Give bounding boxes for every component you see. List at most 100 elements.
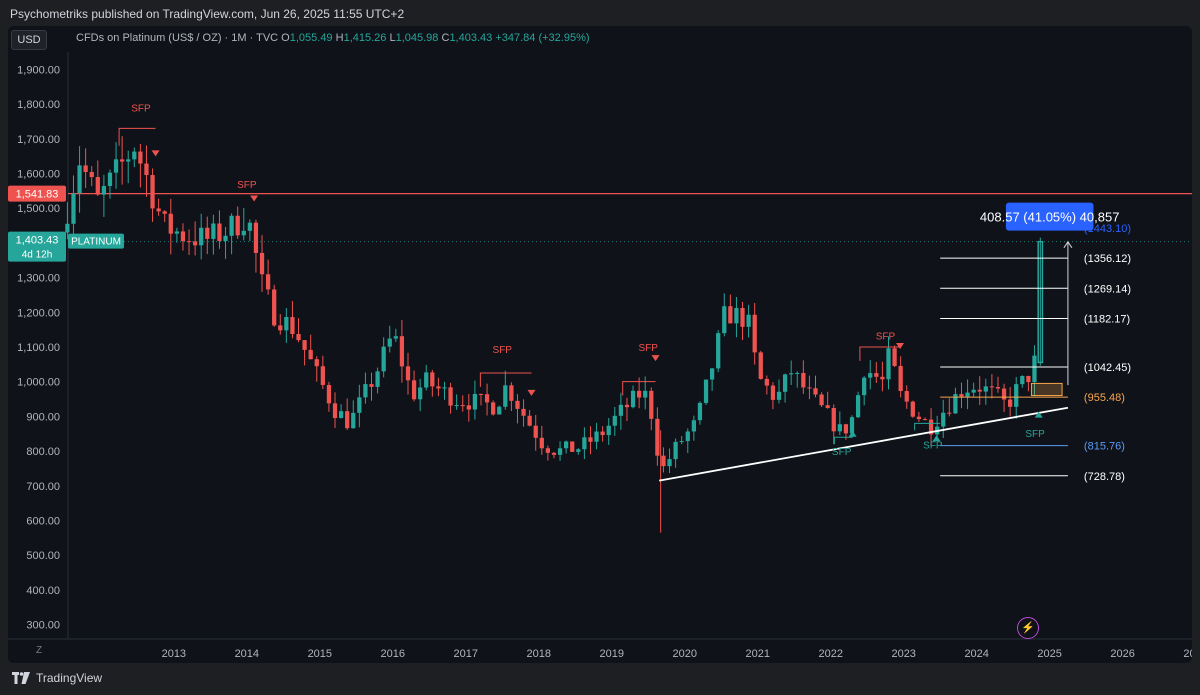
candle-body	[776, 391, 782, 400]
candle-body	[904, 391, 909, 402]
lightning-icon[interactable]: ⚡	[1017, 617, 1039, 639]
legend-close: 1,403.43	[449, 32, 493, 44]
candle-body	[454, 405, 459, 407]
measure-box	[1005, 202, 1094, 231]
candle-body	[411, 380, 417, 400]
legend-close-label: C	[441, 32, 450, 44]
sfp-marker	[651, 355, 660, 362]
resistance-price-label: 1,541.83	[16, 189, 59, 201]
candle-body	[472, 393, 478, 410]
candle-body	[1014, 384, 1019, 407]
candle-body	[460, 405, 465, 407]
x-tick-label: 2013	[162, 648, 186, 660]
candle-body	[789, 373, 794, 375]
y-tick-label: 600.00	[26, 515, 60, 527]
candle-body	[995, 387, 1001, 389]
candle-body	[868, 373, 873, 378]
sfp-label: SFP	[639, 343, 659, 354]
legend-change: +347.84 (+32.95%)	[495, 32, 590, 44]
candle-body	[308, 349, 313, 360]
y-tick-label: 1,600.00	[17, 168, 60, 180]
candle-body	[509, 385, 514, 401]
candle-body	[825, 405, 830, 408]
price-axis-panel	[8, 26, 68, 663]
currency-button[interactable]: USD	[11, 30, 47, 50]
symbol-text: CFDs on Platinum (US$ / OZ) · 1M · TVC	[76, 32, 279, 44]
bottom-bar	[0, 664, 1200, 695]
sfp-label: SFP	[1025, 429, 1045, 440]
candle-body	[65, 223, 70, 233]
candle-body	[272, 289, 277, 326]
x-tick-label: 2016	[381, 648, 405, 660]
sfp-label: SFP	[237, 180, 257, 191]
candle-body	[229, 215, 234, 236]
candle-body	[113, 159, 119, 173]
y-tick-label: 500.00	[26, 550, 60, 562]
candle-body	[910, 401, 915, 417]
candle-body	[515, 400, 520, 409]
candle-body	[643, 390, 648, 398]
candle-body	[782, 374, 788, 392]
candle-body	[284, 316, 289, 331]
candle-body	[491, 402, 496, 415]
candle-body	[916, 416, 922, 420]
candle-body	[381, 346, 386, 372]
y-tick-label: 800.00	[26, 446, 60, 458]
candle-body	[928, 419, 934, 435]
candle-body	[332, 403, 338, 419]
candle-body	[375, 371, 380, 387]
legend-high: 1,415.26	[343, 32, 387, 44]
candle-body	[235, 215, 240, 236]
candle-body	[922, 419, 928, 421]
candle-body	[180, 231, 186, 242]
candle-body	[448, 387, 453, 406]
resistance-price-tag	[8, 185, 66, 202]
auto-scale-icon[interactable]: Z	[35, 645, 43, 656]
candle-body	[107, 172, 113, 187]
fib-level-label: (955.48)	[1084, 392, 1125, 404]
candle-body	[764, 378, 769, 386]
fib-top-label: (1443.10)	[1084, 223, 1131, 235]
candle-body	[983, 386, 988, 392]
legend-open-label: O	[281, 32, 290, 44]
candle-body	[582, 437, 587, 450]
legend-open: 1,055.49	[289, 32, 333, 44]
y-tick-label: 1,000.00	[17, 377, 60, 389]
y-tick-label: 1,100.00	[17, 342, 60, 354]
candle-body	[424, 372, 429, 388]
measure-label: 408.57 (41.05%) 40,857	[980, 210, 1120, 225]
countdown-label: 4d 12h	[22, 250, 53, 261]
candle-body	[606, 425, 611, 436]
candle-body	[594, 431, 599, 442]
candle-body	[570, 441, 575, 452]
candle-body	[953, 394, 958, 414]
candle-body	[941, 412, 946, 427]
candle-body	[399, 336, 405, 367]
candle-body	[199, 227, 204, 246]
price-chart[interactable]: 1,900.00 1,800.00 1,700.00 1,600.00 1,500.00…	[8, 26, 1192, 663]
brand[interactable]: TradingView	[12, 671, 102, 685]
sfp-box	[914, 422, 941, 431]
chart-frame[interactable]: 1,900.00 1,800.00 1,700.00 1,600.00 1,500.00…	[8, 26, 1192, 663]
sfp-box	[859, 346, 901, 361]
candle-body	[144, 163, 149, 176]
candle-body	[436, 386, 441, 389]
candle-body	[1008, 399, 1013, 407]
candle-body	[83, 165, 88, 173]
x-tick-label: 2020	[672, 648, 696, 660]
candle-body	[120, 159, 125, 162]
candle-body	[971, 389, 976, 393]
candle-body	[442, 387, 447, 389]
candle-body	[880, 376, 885, 380]
candle-body	[545, 448, 551, 453]
candle-body	[819, 394, 824, 406]
candle-body	[478, 393, 484, 395]
sfp-label: SFP	[131, 104, 151, 115]
candle-body	[253, 222, 259, 253]
sfp-label: SFP	[923, 440, 943, 451]
candle-body	[862, 377, 867, 396]
candle-body	[162, 211, 167, 214]
sfp-label: SFP	[493, 345, 513, 356]
sfp-marker	[932, 435, 941, 442]
candle-body	[205, 227, 210, 239]
